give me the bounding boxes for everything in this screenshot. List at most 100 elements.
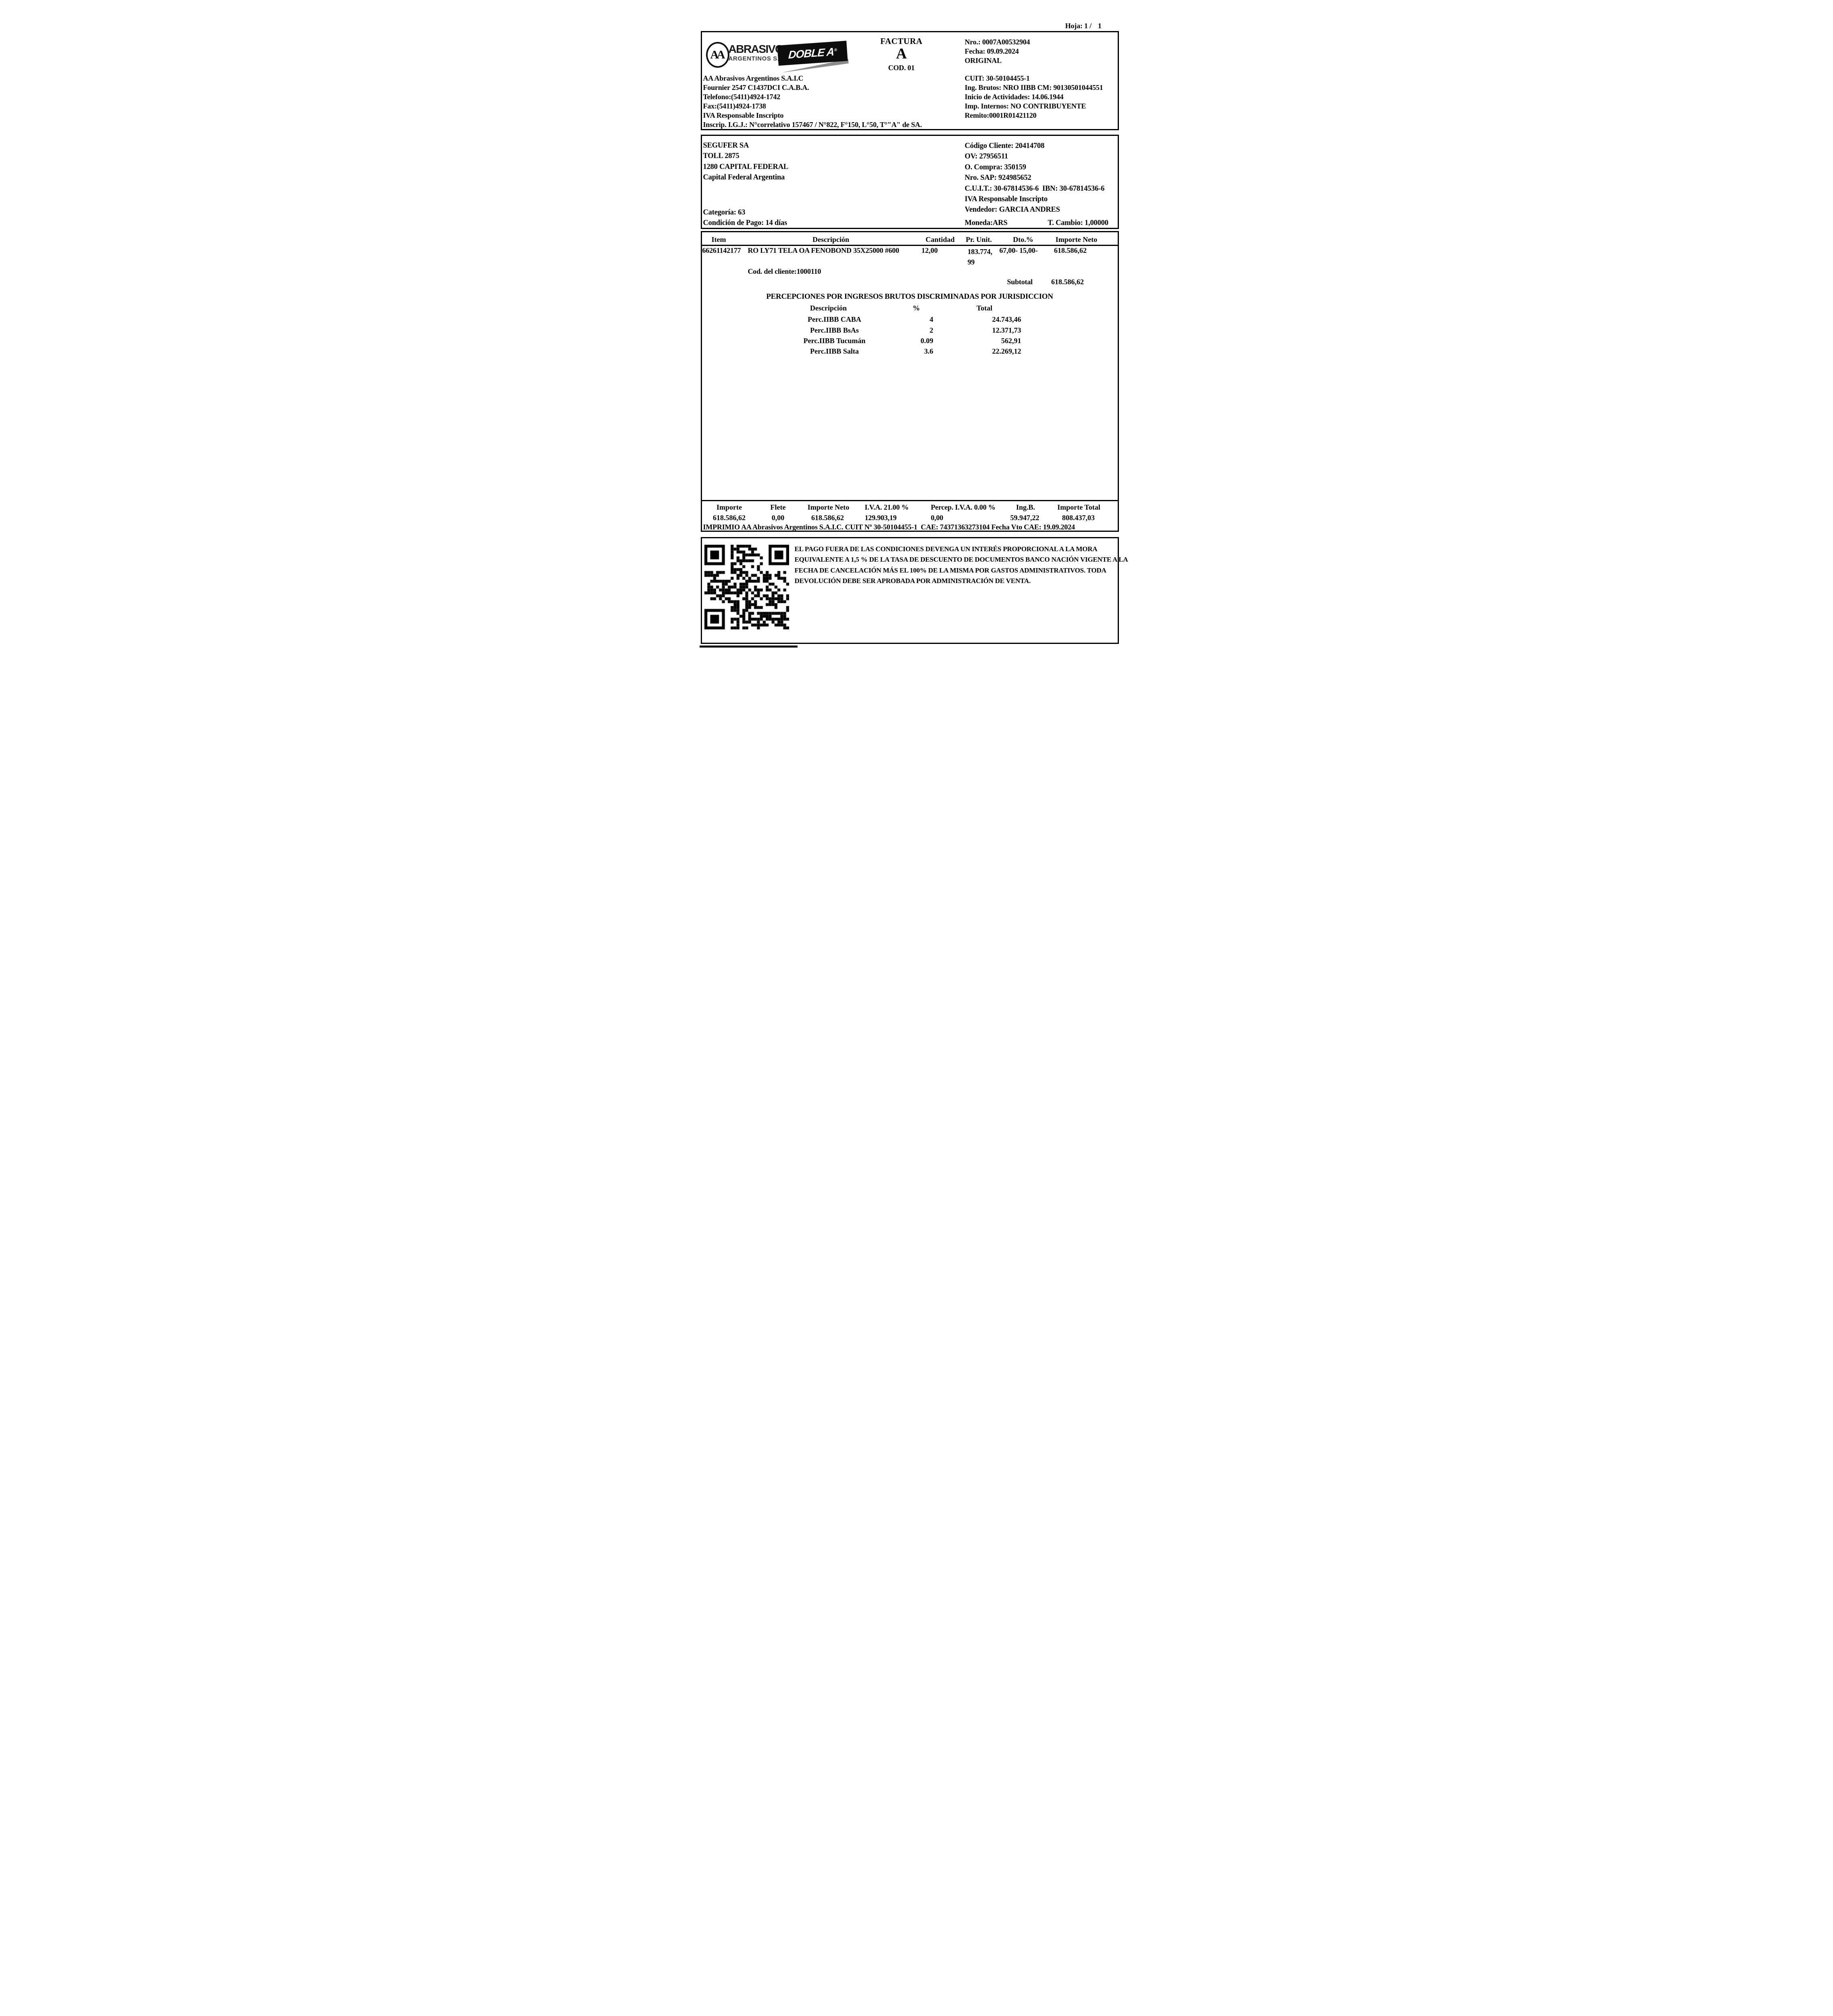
col-item: Item (711, 235, 726, 244)
invoice-code: COD. 01 (888, 64, 915, 72)
total-label: I.V.A. 21.00 % (864, 503, 909, 511)
company-info-left: AA Abrasivos Argentinos S.A.I.C Fournier… (703, 74, 922, 129)
invoice-copy-type: ORIGINAL (964, 56, 1002, 65)
item-code: 66261142177 (702, 246, 741, 254)
company-line: Imp. Internos: NO CONTRIBUYENTE (964, 102, 1086, 110)
totals-divider (700, 500, 1119, 501)
company-line: Inscrip. I.G.J.: N°correlativo 157467 / … (703, 121, 922, 129)
invoice-letter: A (896, 46, 907, 62)
company-line: Inicio de Actividades: 14.06.1944 (964, 93, 1064, 101)
aa-logo-text: AA (710, 48, 725, 61)
hoja-value: 1 (1098, 22, 1102, 30)
client-data-block: Código Cliente: 20414708 OV: 27956511 O.… (965, 141, 1105, 215)
percep-col-total: Total (976, 304, 993, 312)
col-descripcion: Descripción (812, 235, 849, 244)
client-box: SEGUFER SA TOLL 2875 1280 CAPITAL FEDERA… (700, 135, 1119, 229)
item-discount: 67,00- 15,00- (999, 246, 1038, 254)
invoice-id-block: Nro.: 0007A00532904 Fecha: 09.09.2024 OR… (965, 37, 1030, 65)
col-dto: Dto.% (1013, 235, 1033, 244)
percep-total: 22.269,12 (992, 347, 1021, 355)
percep-desc: Perc.IIBB Salta (810, 347, 859, 355)
invoice-type-block: FACTURA A COD. 01 (871, 36, 932, 72)
col-pr-unit: Pr. Unit. (966, 235, 992, 244)
page-counter: Hoja: 1 / 1 (1058, 13, 1102, 39)
percep-total: 562,91 (1001, 337, 1021, 345)
client-line: C.U.I.T.: 30-67814536-6 IBN: 30-67814536… (964, 184, 1105, 193)
client-line: Código Cliente: 20414708 (964, 142, 1045, 150)
payment-terms: Condición de Pago: 14 días (703, 219, 787, 227)
company-line: CUIT: 30-50104455-1 (964, 74, 1030, 82)
client-line: TOLL 2875 (703, 152, 739, 160)
total-label: Importe (717, 503, 742, 511)
company-line: Telefono:(5411)4924-1742 (703, 93, 781, 101)
doble-a-text: DOBLE A® (788, 45, 837, 61)
percep-desc: Perc.IIBB Tucumán (803, 337, 866, 345)
cae-print-line: IMPRIMIO AA Abrasivos Argentinos S.A.I.C… (703, 523, 1075, 531)
client-line: Capital Federal Argentina (703, 173, 785, 182)
doble-a-word: DOBLE A (787, 45, 835, 61)
item-quantity: 12,00 (921, 246, 938, 254)
legal-line: EL PAGO FUERA DE LAS CONDICIONES DEVENGA… (794, 545, 1098, 553)
client-line: O. Compra: 350159 (964, 163, 1026, 171)
invoice-number: Nro.: 0007A00532904 (964, 38, 1030, 46)
percep-pct: 2 (929, 326, 933, 334)
total-value: 0,00 (931, 514, 944, 522)
subtotal-label: Subtotal (1007, 278, 1033, 286)
company-info-right: CUIT: 30-50104455-1 Ing. Brutos: NRO IIB… (965, 74, 1103, 120)
client-item-code: Cod. del cliente:1000110 (748, 267, 821, 275)
items-box: Item Descripción Cantidad Pr. Unit. Dto.… (700, 231, 1119, 532)
total-value: 618.586,62 (811, 514, 844, 522)
item-net-amount: 618.586,62 (1054, 246, 1087, 254)
company-line: IVA Responsable Inscripto (703, 111, 784, 119)
col-importe-neto: Importe Neto (1055, 235, 1098, 244)
client-line: Nro. SAP: 924985652 (964, 174, 1031, 182)
percep-desc: Perc.IIBB CABA (808, 315, 861, 323)
aa-logo-icon: AA (706, 42, 729, 68)
footer-box: EL PAGO FUERA DE LAS CONDICIONES DEVENGA… (700, 537, 1128, 644)
client-line: 1280 CAPITAL FEDERAL (703, 162, 789, 171)
percep-pct: 0.09 (921, 337, 933, 345)
total-label: Flete (770, 503, 786, 511)
client-line: SEGUFER SA (703, 142, 749, 150)
qr-code (704, 545, 790, 630)
percep-col-descripcion: Descripción (810, 304, 847, 312)
company-line: Fax:(5411)4924-1738 (703, 102, 766, 110)
total-value: 0,00 (771, 514, 785, 522)
client-categoria: Categoría: 63 (703, 208, 746, 217)
currency: Moneda:ARS (964, 219, 1008, 227)
company-line: Remito:0001R01421120 (964, 111, 1037, 119)
client-line: Vendedor: GARCIA ANDRES (964, 206, 1060, 214)
total-label: Percep. I.V.A. 0.00 % (931, 503, 996, 511)
percep-pct: 4 (929, 315, 933, 323)
exchange-rate: T. Cambio: 1,00000 (1048, 219, 1108, 227)
percep-total: 24.743,46 (992, 315, 1021, 323)
client-line: OV: 27956511 (964, 152, 1008, 161)
hoja-label: Hoja: 1 / (1065, 22, 1091, 30)
total-value: 808.437,03 (1062, 514, 1095, 522)
total-value: 59.947,22 (1010, 514, 1039, 522)
company-line: Fournier 2547 C1437DCI C.A.B.A. (703, 83, 809, 92)
qr-code-canvas (704, 545, 789, 629)
registered-mark: ® (833, 48, 837, 52)
legal-line: EQUIVALENTE A 1,5 % DE LA TASA DE DESCUE… (794, 556, 1128, 564)
company-line: Ing. Brutos: NRO IIBB CM: 90130501044551 (964, 83, 1103, 92)
total-label: Ing.B. (1016, 503, 1035, 511)
invoice-date: Fecha: 09.09.2024 (964, 47, 1019, 55)
company-line: AA Abrasivos Argentinos S.A.I.C (703, 74, 804, 82)
percep-col-pct: % (912, 304, 920, 312)
total-value: 618.586,62 (713, 514, 746, 522)
client-line: IVA Responsable Inscripto (964, 195, 1048, 204)
item-description: RO LY71 TELA OA FENOBOND 35X25000 #600 (748, 246, 900, 254)
doble-a-logo-icon: DOBLE A® (777, 41, 853, 69)
percep-pct: 3.6 (924, 347, 933, 355)
legal-line: FECHA DE CANCELACIÓN MÁS EL 100% DE LA M… (794, 566, 1106, 574)
percep-desc: Perc.IIBB BsAs (810, 326, 859, 334)
percep-total: 12.371,73 (992, 326, 1021, 334)
legal-line: DEVOLUCIÓN DEBE SER APROBADA POR ADMINIS… (794, 577, 1031, 585)
invoice-type: FACTURA (880, 36, 923, 46)
header-divider (700, 245, 1119, 246)
item-unit-price: 183.774,99 (967, 248, 993, 266)
client-address-block: SEGUFER SA TOLL 2875 1280 CAPITAL FEDERA… (703, 140, 789, 183)
total-label: Importe Total (1057, 503, 1100, 511)
col-cantidad: Cantidad (925, 235, 955, 244)
